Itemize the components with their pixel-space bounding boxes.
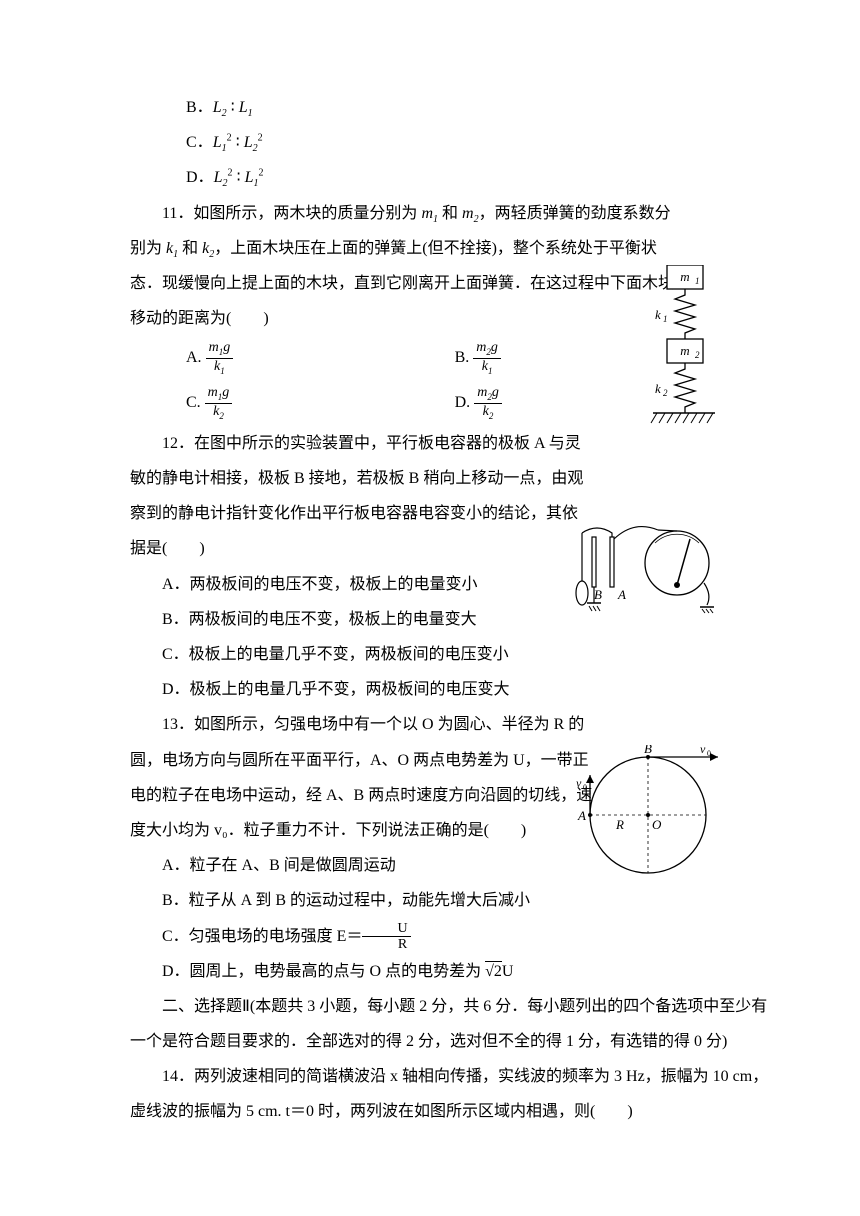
q13-d-suffix: U [502,963,514,980]
q13-option-c: C．匀强电场的电场强度 E＝UR [130,919,770,954]
svg-text:A: A [577,808,586,823]
q13-c-num: U [362,921,410,937]
q11-option-a: A. m1gk1 [186,336,455,381]
q14-stem-text: 两列波速相同的简谐横波沿 x 轴相向传播，实线波的频率为 3 Hz，振幅为 10… [130,1068,768,1120]
q11-text-1: 和 [438,205,462,222]
q10-option-b: B．L2 ∶ L1 [130,90,770,125]
q10-option-c: C．L12 ∶ L22 [130,125,770,160]
q13-stem-text: 如图所示，匀强电场中有一个以 O 为圆心、半径为 R 的圆，电场方向与圆所在平面… [130,716,592,839]
section2-heading: 二、选择题Ⅱ(本题共 3 小题，每小题 2 分，共 6 分．每小题列出的四个备选… [130,989,770,1059]
svg-text:B: B [594,587,602,602]
q11-number: 11． [162,205,193,222]
q12-option-d: D．极板上的电量几乎不变，两极板间的电压变大 [130,672,770,707]
svg-text:O: O [652,817,662,832]
q12-option-c: C．极板上的电量几乎不变，两极板间的电压变小 [130,637,770,672]
q13-d-sqrt: 2 [494,963,502,980]
q11-option-b: B. m2gk1 [455,336,770,381]
q11-option-c: C. m1gk2 [186,381,455,426]
q14-number: 14． [162,1068,194,1085]
q11-option-d: D. m2gk2 [455,381,770,426]
q13-d-prefix: D．圆周上，电势最高的点与 O 点的电势差为 [162,963,485,980]
svg-text:k: k [655,307,661,322]
svg-text:A: A [617,587,626,602]
q13-number: 13． [162,716,194,733]
q11-c-label: C. [186,394,201,411]
q12-number: 12． [162,435,194,452]
q13-option-b: B．粒子从 A 到 B 的运动过程中，动能先增大后减小 [130,883,770,918]
svg-text:1: 1 [695,276,700,286]
svg-text:2: 2 [695,350,700,360]
q11-text-3: 和 [178,240,202,257]
svg-text:1: 1 [663,314,668,324]
svg-text:k: k [655,381,661,396]
q11-d-label: D. [455,394,471,411]
q11-a-label: A. [186,349,202,366]
svg-text:0: 0 [707,749,711,758]
q12-stem-text: 在图中所示的实验装置中，平行板电容器的极板 A 与灵敏的静电计相接，极板 B 接… [130,435,583,558]
q13-figure: A B O R v0 v0 [570,745,720,885]
svg-text:2: 2 [663,388,668,398]
q13-c-prefix: C．匀强电场的电场强度 E＝ [162,928,362,945]
section2-heading-text: 二、选择题Ⅱ(本题共 3 小题，每小题 2 分，共 6 分．每小题列出的四个备选… [130,998,767,1050]
q10-option-d: D．L22 ∶ L12 [130,160,770,195]
svg-text:R: R [615,817,624,832]
q11-text-0: 如图所示，两木块的质量分别为 [193,205,421,222]
q13-option-d: D．圆周上，电势最高的点与 O 点的电势差为 √2U [130,954,770,989]
svg-text:m: m [680,269,689,284]
q11-figure: m 1 k 1 m 2 k 2 [645,265,715,435]
svg-text:v: v [576,776,582,790]
q14-stem: 14．两列波速相同的简谐横波沿 x 轴相向传播，实线波的频率为 3 Hz，振幅为… [130,1059,770,1129]
svg-text:B: B [644,745,652,756]
q13-c-den: R [362,937,410,952]
q11-b-label: B. [455,349,470,366]
svg-text:0: 0 [583,783,587,792]
q12-figure: B A [562,515,722,615]
svg-text:m: m [680,343,689,358]
svg-text:v: v [700,745,706,756]
